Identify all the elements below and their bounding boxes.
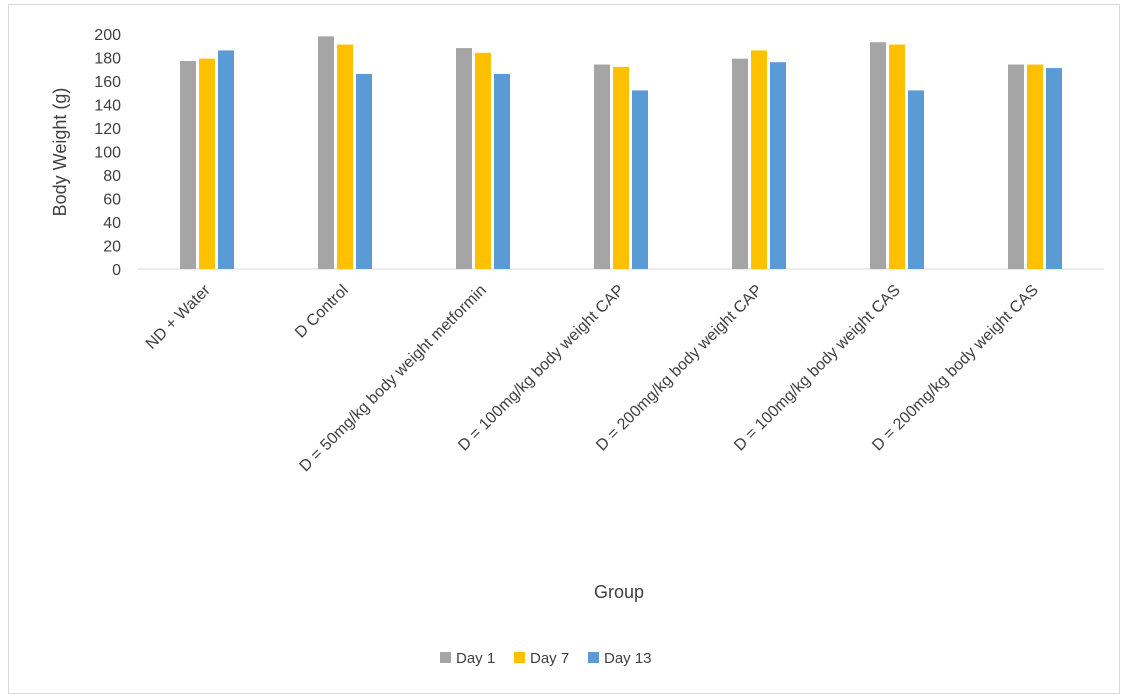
x-category-label: ND + Water bbox=[143, 281, 214, 352]
legend: Day 1 Day 7 Day 13 bbox=[440, 650, 652, 667]
legend-item: Day 13 bbox=[588, 650, 652, 667]
legend-swatch bbox=[514, 652, 525, 663]
x-category-label: D = 200mg/kg body weight CAP bbox=[593, 282, 766, 455]
bar bbox=[318, 36, 334, 269]
y-tick-label: 160 bbox=[94, 74, 121, 91]
x-category-label: D = 200mg/kg body weight CAS bbox=[869, 282, 1042, 455]
legend-swatch bbox=[440, 652, 451, 663]
y-tick-label: 20 bbox=[103, 239, 121, 256]
y-tick-label: 100 bbox=[94, 145, 121, 162]
x-category-label: D Control bbox=[292, 282, 352, 342]
bar bbox=[199, 58, 215, 269]
bar bbox=[594, 64, 610, 269]
y-tick-label: 140 bbox=[94, 98, 121, 115]
x-category-label: D = 100mg/kg body weight CAP bbox=[455, 282, 628, 455]
legend-swatch bbox=[588, 652, 599, 663]
bar bbox=[456, 48, 472, 269]
bar bbox=[732, 58, 748, 269]
bars bbox=[180, 36, 1062, 270]
x-axis-title: Group bbox=[594, 582, 644, 602]
bar bbox=[337, 44, 353, 270]
legend-label: Day 1 bbox=[456, 650, 495, 667]
bar bbox=[1046, 68, 1062, 269]
bar bbox=[494, 73, 510, 269]
bar bbox=[632, 90, 648, 270]
y-tick-label: 200 bbox=[94, 27, 121, 44]
bar bbox=[751, 50, 767, 270]
y-tick-label: 80 bbox=[103, 168, 121, 185]
bar bbox=[218, 50, 234, 270]
bar bbox=[889, 44, 905, 270]
bar bbox=[1008, 64, 1024, 269]
y-tick-label: 0 bbox=[112, 262, 121, 279]
legend-item: Day 7 bbox=[514, 650, 569, 667]
bar bbox=[475, 52, 491, 269]
bar bbox=[908, 90, 924, 270]
legend-label: Day 13 bbox=[604, 650, 652, 667]
y-tick-label: 40 bbox=[103, 215, 121, 232]
legend-item: Day 1 bbox=[440, 650, 495, 667]
bar bbox=[1027, 64, 1043, 269]
bar bbox=[770, 62, 786, 270]
bar bbox=[870, 42, 886, 269]
y-tick-label: 120 bbox=[94, 121, 121, 138]
bar bbox=[180, 61, 196, 270]
x-category-label: D = 100mg/kg body weight CAS bbox=[731, 282, 904, 455]
y-axis-ticks: 0 20 40 60 80 100 120 140 160 180 200 bbox=[94, 27, 121, 279]
legend-label: Day 7 bbox=[530, 650, 569, 667]
y-tick-label: 60 bbox=[103, 192, 121, 209]
y-axis-title: Body Weight (g) bbox=[50, 88, 70, 217]
y-tick-label: 180 bbox=[94, 51, 121, 68]
bar bbox=[356, 73, 372, 269]
bar bbox=[613, 66, 629, 270]
